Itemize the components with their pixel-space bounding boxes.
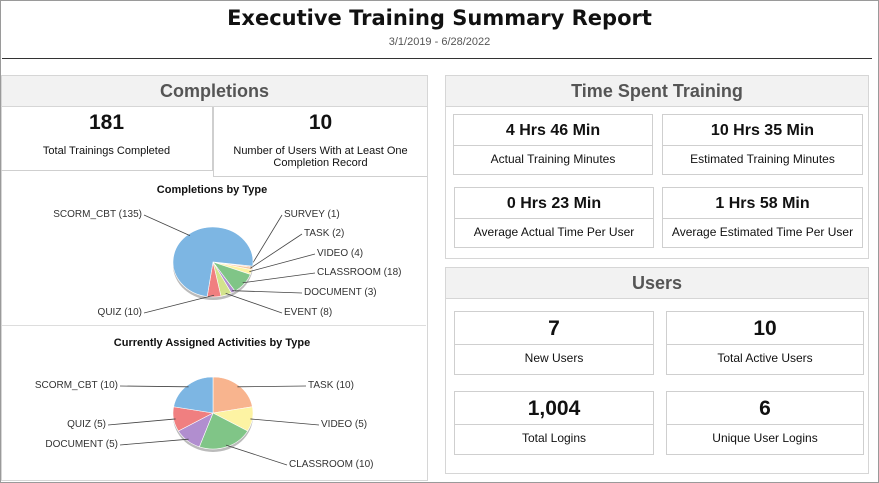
stat-box: 0 Hrs 23 Min Average Actual Time Per User [454,187,654,248]
pie-label: TASK (2) [304,228,345,239]
stat-label: Total Logins [521,431,587,445]
pie-slice[interactable] [172,226,254,297]
leader-line [250,418,320,426]
pie-label: SURVEY (1) [284,209,340,220]
pie-label: QUIZ (10) [97,307,142,318]
time-spent-panel: Time Spent Training [445,75,869,259]
leader-line [225,292,283,314]
stat-value: 0 Hrs 23 Min [455,188,653,219]
pie-label: SCORM_CBT (10) [34,380,118,391]
stat-value: 181 [88,111,125,134]
stat-label: New Users [524,351,584,365]
stat-label: Average Actual Time Per User [473,225,635,239]
pie-slice[interactable] [173,376,214,414]
stat-value: 6 [667,392,863,425]
pie-label: CLASSROOM (10) [289,459,374,470]
stat-value: 10 Hrs 35 Min [663,115,862,146]
stat-box: 6 Unique User Logins [666,391,864,455]
date-range: 3/1/2019 - 6/28/2022 [388,36,491,48]
stat-value: 10 [308,111,333,134]
leader-line [250,214,283,267]
stat-label: Unique User Logins [712,431,818,445]
leader-line [237,385,307,388]
panel-title: Users [446,268,868,299]
stat-label: Total Trainings Completed [42,145,171,157]
panel-title: Time Spent Training [446,76,868,107]
pie-label: EVENT (8) [284,307,333,318]
divider [2,58,872,59]
stat-value: 1,004 [455,392,653,425]
leader-line [143,294,215,314]
stat-box: 1,004 Total Logins [454,391,654,455]
leader-line [107,418,176,426]
stat-box: 10 Hrs 35 Min Estimated Training Minutes [662,114,863,175]
stat-value: 10 [667,312,863,345]
stat-value: 7 [455,312,653,345]
chart-divider [2,325,426,326]
stat-value: 4 Hrs 46 Min [454,115,652,146]
leader-line [232,290,303,294]
report-title: Executive Training Summary Report [227,6,652,30]
pie-slice[interactable] [198,412,249,450]
users-panel: Users [445,267,869,474]
pie-label: DOCUMENT (5) [45,439,118,450]
pie-label: VIDEO (5) [321,419,368,430]
pie-charts [107,214,320,466]
stat-box: 1 Hrs 58 Min Average Estimated Time Per U… [662,187,863,248]
leader-line [249,253,316,273]
pie-label: DOCUMENT (3) [304,287,377,298]
stat-label: Number of Users With at Least One Comple… [233,145,408,169]
chart-title: Completions by Type [156,184,268,196]
stat-label: Estimated Training Minutes [690,152,835,166]
leader-line [119,438,189,446]
stat-box: 10 Total Active Users [666,311,864,375]
pie-label: TASK (10) [308,380,354,391]
leader-line [250,233,303,269]
leader-line [119,385,189,388]
chart-title: Currently Assigned Activities by Type [113,337,311,349]
leader-line [143,214,191,236]
stat-label: Total Active Users [717,351,813,365]
pie-label: CLASSROOM (18) [317,267,402,278]
stat-box: 7 New Users [454,311,654,375]
stat-label: Actual Training Minutes [490,152,616,166]
pie-slice[interactable] [212,376,253,414]
panel-title: Completions [2,76,427,107]
stat-box: 4 Hrs 46 Min Actual Training Minutes [453,114,653,175]
pie-label: VIDEO (4) [317,248,364,259]
stat-users-with-completion: 10 Number of Users With at Least One Com… [213,107,427,177]
leader-line [242,272,316,284]
pie-label: SCORM_CBT (135) [53,209,142,220]
stat-value: 1 Hrs 58 Min [663,188,862,219]
stat-total-trainings: 181 Total Trainings Completed [1,107,213,171]
stat-label: Average Estimated Time Per User [671,225,854,239]
pie-label: QUIZ (5) [67,419,106,430]
leader-line [225,444,288,466]
